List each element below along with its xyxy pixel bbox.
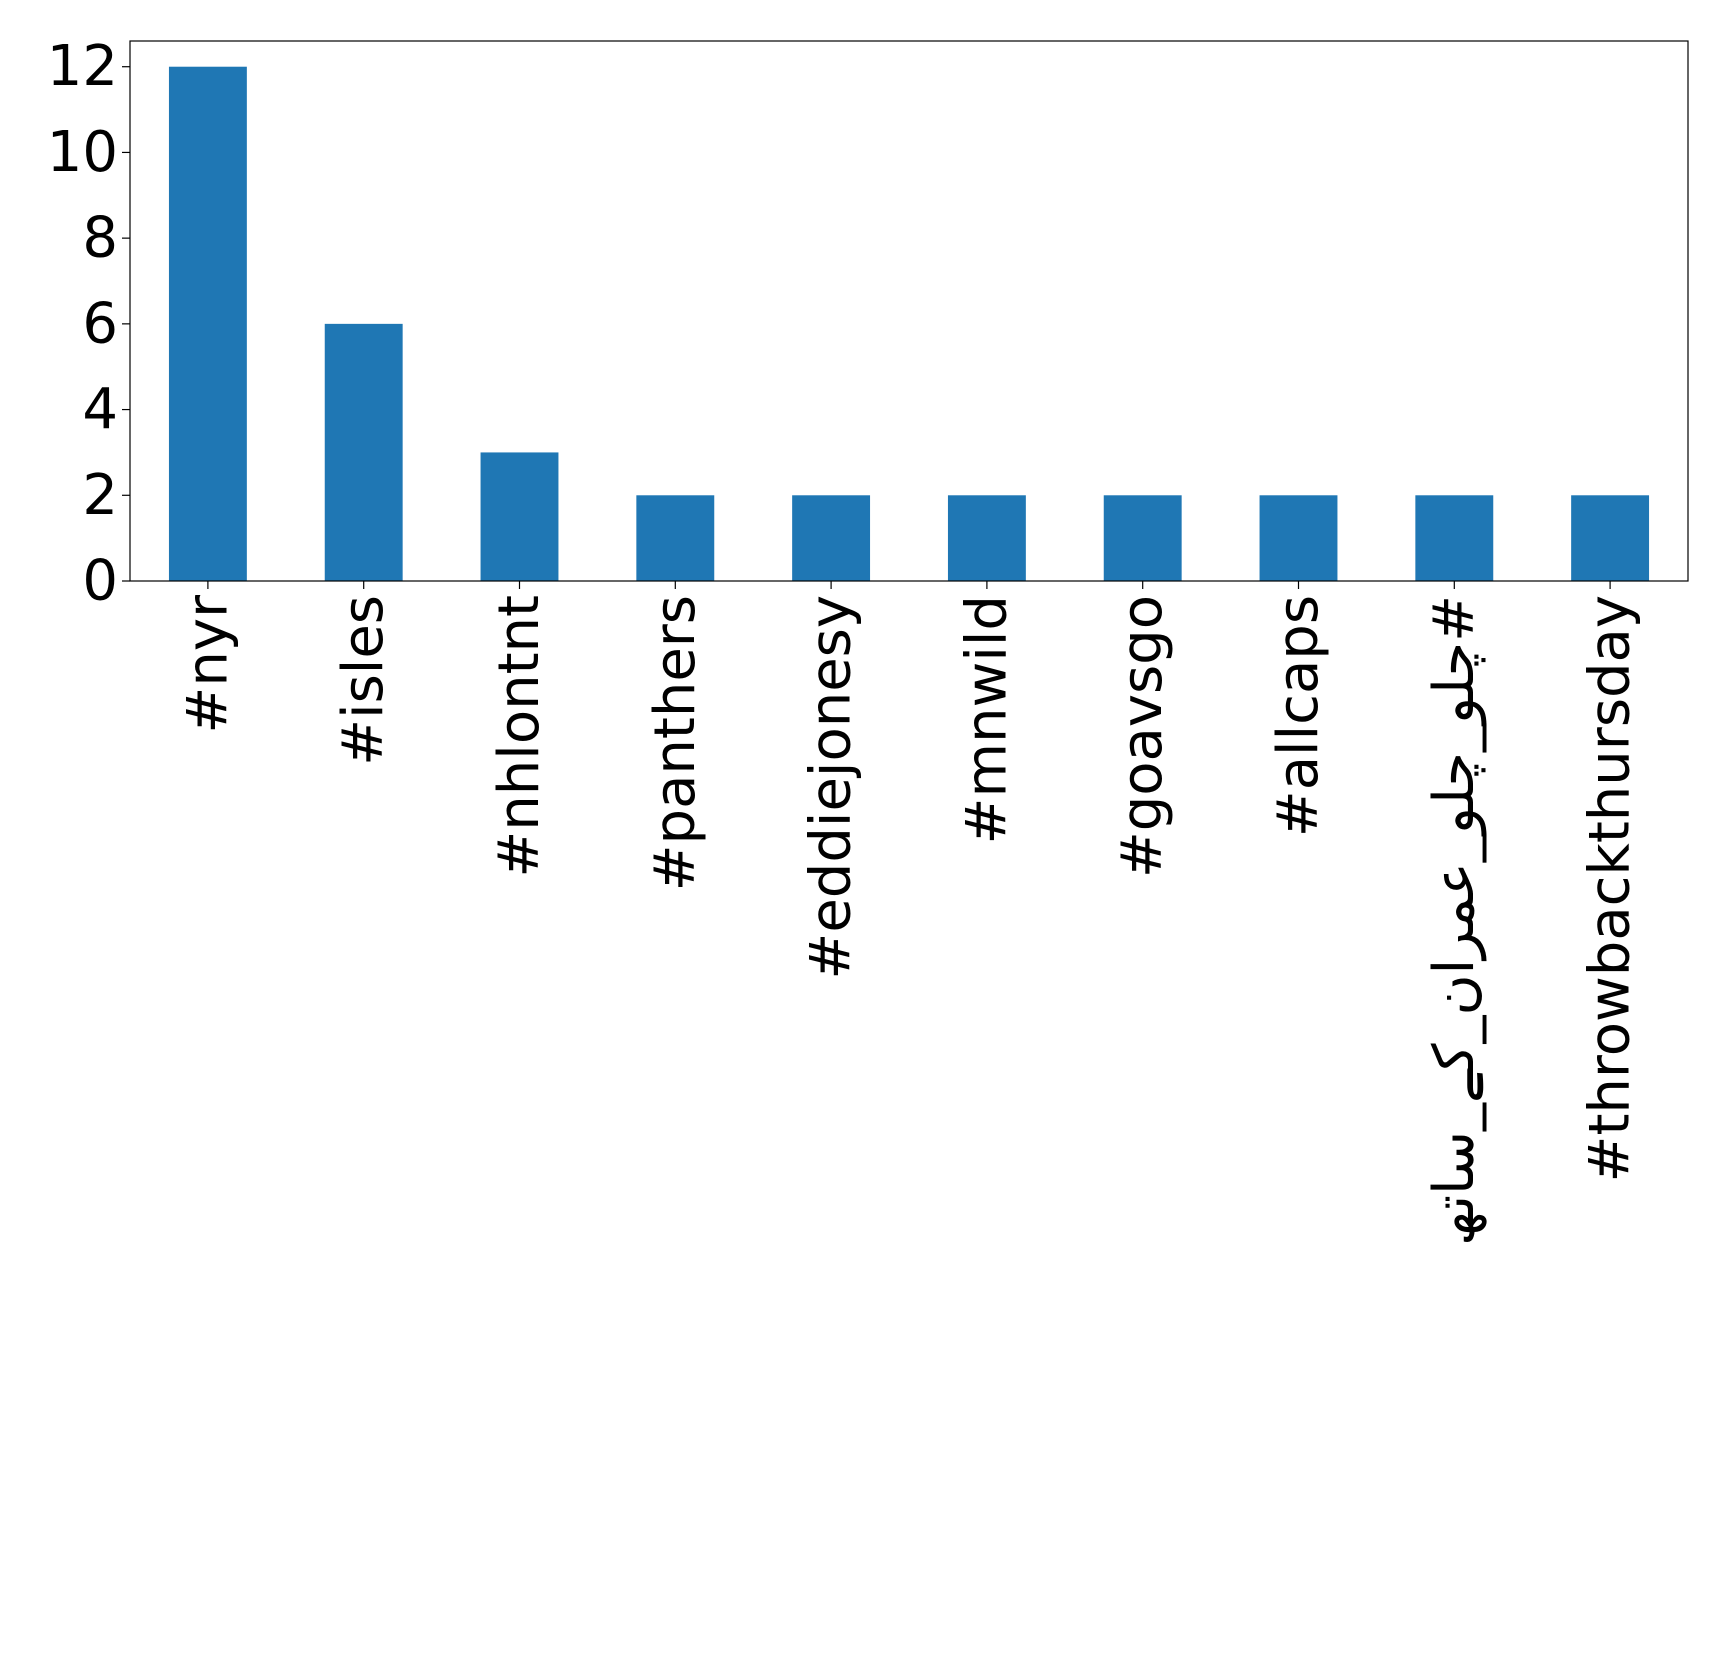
- bar-4: [792, 495, 871, 581]
- y-tick-label-2: 4: [82, 377, 118, 442]
- y-tick-label-1: 2: [82, 463, 118, 528]
- x-tick-label-7: #allcaps: [1266, 595, 1331, 837]
- bar-0: [168, 66, 247, 581]
- bar-2: [480, 452, 559, 581]
- bar-6: [1103, 495, 1182, 581]
- bars-layer: [168, 66, 1650, 581]
- bar-9: [1571, 495, 1650, 581]
- y-tick-label-4: 8: [82, 206, 118, 271]
- bar-7: [1259, 495, 1338, 581]
- x-axis: #nyr #isles #nhlontnt #panthers #eddiejonesy…: [175, 581, 1643, 1246]
- x-tick-label-6: #goavsgo: [1110, 595, 1175, 878]
- y-axis: 0 2 4 6 8 10 12: [47, 34, 130, 614]
- y-tick-label-0: 0: [82, 549, 118, 614]
- bar-5: [947, 495, 1026, 581]
- bar-3: [636, 495, 715, 581]
- y-tick-label-6: 12: [47, 34, 118, 99]
- x-tick-label-1: #isles: [331, 595, 396, 766]
- y-tick-label-5: 10: [47, 120, 118, 185]
- plot-frame: [129, 40, 1689, 582]
- x-tick-label-5: #mnwild: [954, 595, 1019, 844]
- bar-8: [1415, 495, 1494, 581]
- x-tick-label-0: #nyr: [175, 594, 240, 734]
- x-tick-label-3: #panthers: [643, 595, 708, 891]
- x-tick-label-4: #eddiejonesy: [799, 595, 864, 980]
- bar-1: [324, 323, 403, 581]
- x-tick-label-8: #چلو_چلو_عمران_کے_ساتھ: [1422, 595, 1487, 1246]
- x-tick-label-2: #nhlontnt: [487, 595, 552, 878]
- y-tick-label-3: 6: [82, 291, 118, 356]
- x-tick-label-9: #throwbackthursday: [1578, 595, 1643, 1182]
